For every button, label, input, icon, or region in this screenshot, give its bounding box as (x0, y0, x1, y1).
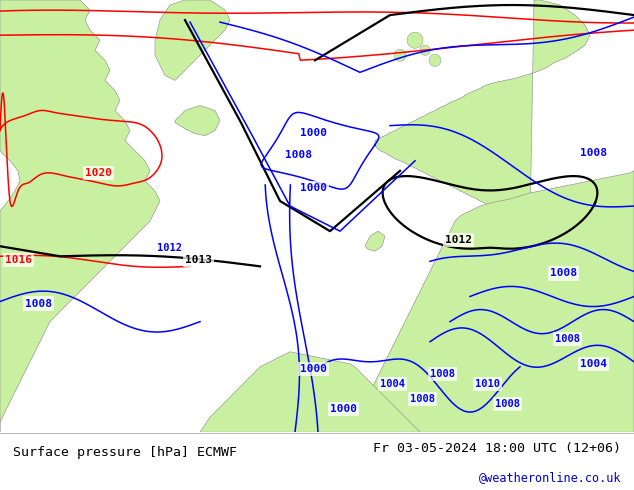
Text: 1012: 1012 (445, 235, 472, 245)
Circle shape (420, 45, 430, 55)
Polygon shape (200, 352, 420, 432)
Text: 1012: 1012 (157, 243, 182, 253)
Circle shape (407, 32, 423, 48)
Text: 1004: 1004 (580, 359, 607, 369)
Text: Surface pressure [hPa] ECMWF: Surface pressure [hPa] ECMWF (13, 446, 236, 459)
Text: 1008: 1008 (410, 394, 435, 404)
Text: 1008: 1008 (285, 150, 312, 160)
Circle shape (394, 49, 406, 61)
Text: Fr 03-05-2024 18:00 UTC (12+06): Fr 03-05-2024 18:00 UTC (12+06) (373, 442, 621, 455)
Text: @weatheronline.co.uk: @weatheronline.co.uk (479, 471, 621, 484)
Text: 1008: 1008 (430, 369, 455, 379)
Text: 1000: 1000 (300, 183, 327, 193)
Polygon shape (365, 231, 385, 251)
Text: 1008: 1008 (25, 298, 52, 309)
Text: 1008: 1008 (580, 148, 607, 158)
Circle shape (429, 54, 441, 66)
Polygon shape (375, 0, 590, 226)
Polygon shape (155, 0, 230, 80)
Polygon shape (175, 105, 220, 136)
Text: 1008: 1008 (495, 399, 520, 409)
Text: 1008: 1008 (555, 334, 580, 343)
Text: 1000: 1000 (330, 404, 357, 414)
Text: 1004: 1004 (380, 379, 405, 389)
Text: 1000: 1000 (300, 364, 327, 374)
Polygon shape (0, 0, 160, 432)
Text: 1000: 1000 (300, 128, 327, 138)
Text: 1008: 1008 (550, 269, 577, 278)
Text: 1020: 1020 (85, 168, 112, 178)
Text: 1010: 1010 (475, 379, 500, 389)
Polygon shape (350, 171, 634, 432)
Text: 1016: 1016 (5, 255, 32, 265)
Text: 1013: 1013 (185, 255, 212, 265)
